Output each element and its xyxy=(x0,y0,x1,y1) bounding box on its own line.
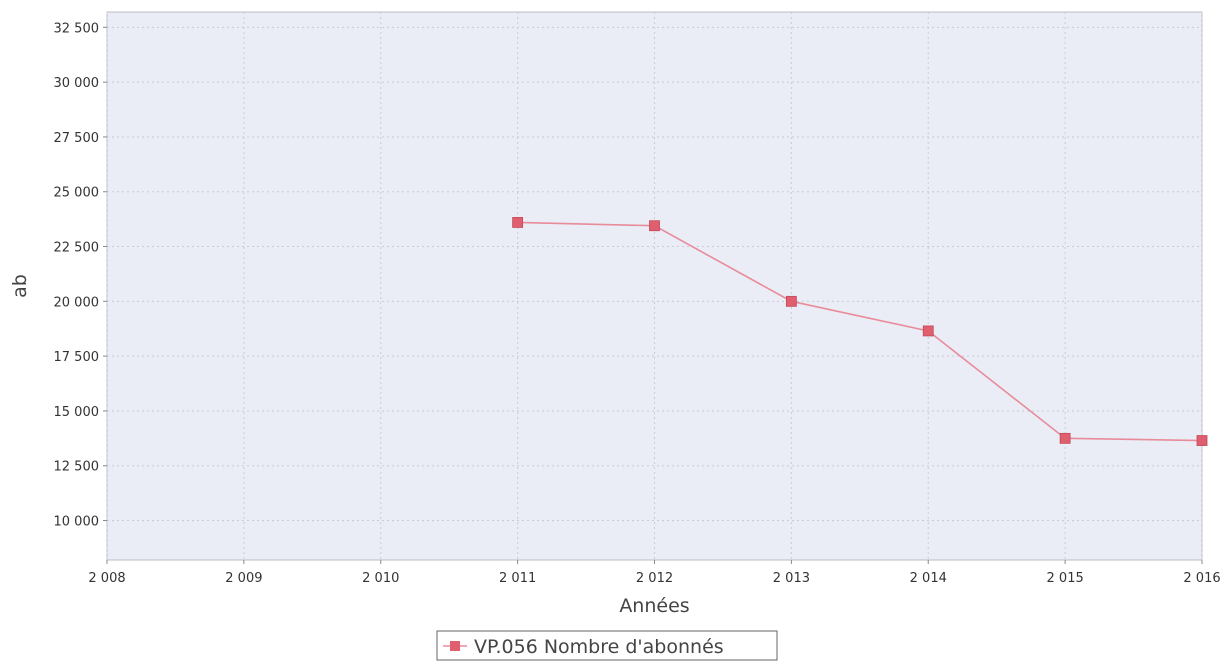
series xyxy=(512,217,1208,446)
data-point xyxy=(922,325,934,337)
x-tick-label: 2 012 xyxy=(636,571,673,586)
y-tick-label: 12 500 xyxy=(54,460,100,475)
y-tick-label: 15 000 xyxy=(54,405,100,420)
y-tick-label: 27 500 xyxy=(54,131,100,146)
y-tick-label: 25 000 xyxy=(54,186,100,201)
data-point xyxy=(1059,432,1071,444)
x-tick-label: 2 011 xyxy=(499,571,536,586)
y-tick-label: 30 000 xyxy=(54,76,100,91)
x-tick-label: 2 009 xyxy=(225,571,262,586)
x-tick-label: 2 013 xyxy=(773,571,810,586)
x-tick-label: 2 008 xyxy=(88,571,125,586)
x-tick-label: 2 014 xyxy=(910,571,947,586)
legend-marker xyxy=(450,641,460,651)
grid xyxy=(106,12,1203,560)
y-axis-ticks: 10 000 12 500 15 000 17 500 20 000 22 500 25 0… xyxy=(54,21,107,530)
y-axis-title: ab xyxy=(9,274,31,298)
legend: VP.056 Nombre d'abonnés xyxy=(436,630,778,661)
legend-label: VP.056 Nombre d'abonnés xyxy=(474,636,724,658)
x-tick-label: 2 016 xyxy=(1183,571,1220,586)
legend-box xyxy=(436,630,778,661)
data-point xyxy=(512,217,524,228)
x-axis-ticks: 2 008 2 009 2 010 2 011 2 012 2 013 2 014 2 015… xyxy=(88,560,1221,586)
y-tick-label: 32 500 xyxy=(54,21,100,36)
x-tick-label: 2 010 xyxy=(362,571,399,586)
x-axis-title: Années xyxy=(619,595,689,617)
y-tick-label: 10 000 xyxy=(54,515,100,530)
x-tick-label: 2 015 xyxy=(1047,571,1084,586)
data-point xyxy=(649,220,660,232)
y-tick-label: 20 000 xyxy=(54,295,100,310)
y-tick-label: 17 500 xyxy=(54,350,100,365)
data-point xyxy=(785,295,797,307)
y-tick-label: 22 500 xyxy=(54,241,100,256)
series-line xyxy=(517,221,1203,442)
data-point xyxy=(1196,435,1208,446)
